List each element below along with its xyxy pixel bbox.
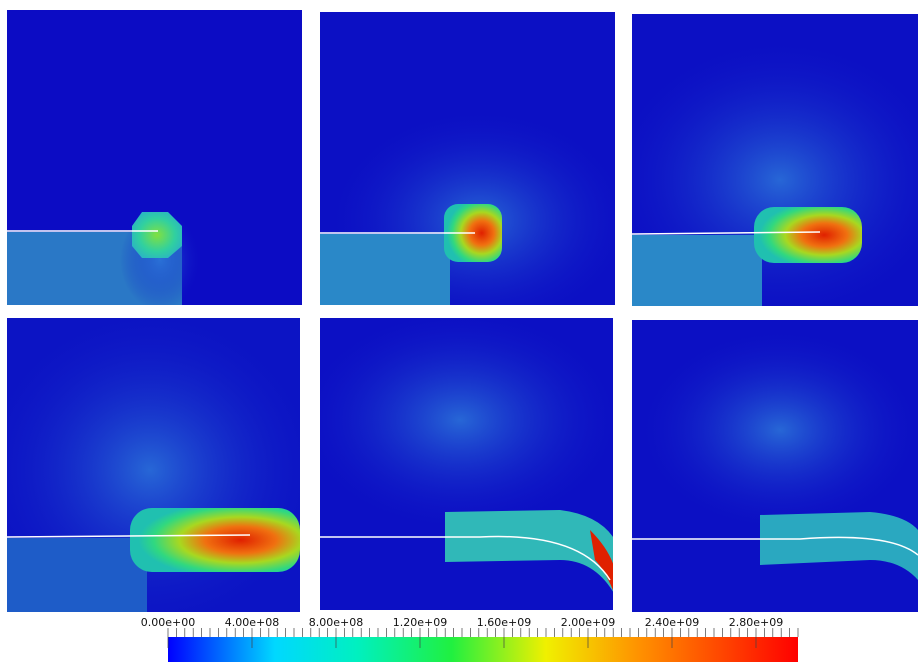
colorbar-label: 0.00e+00 — [141, 616, 195, 629]
colorbar-label: 4.00e+08 — [225, 616, 279, 629]
colorbar-label: 2.80e+09 — [729, 616, 783, 629]
colorbar-labels: 0.00e+00 4.00e+08 8.00e+08 1.20e+09 1.60e+09… — [141, 616, 783, 629]
colorbar-gradient — [168, 637, 798, 662]
colorbar-label: 1.20e+09 — [393, 616, 447, 629]
colorbar: 0.00e+00 4.00e+08 8.00e+08 1.20e+09 1.60e+09… — [141, 616, 799, 662]
panel — [320, 318, 613, 610]
panel — [7, 10, 302, 305]
colorbar-label: 2.00e+09 — [561, 616, 615, 629]
panel — [632, 320, 918, 612]
colorbar-ticks — [167, 628, 799, 648]
panel — [320, 12, 615, 305]
panel — [632, 14, 918, 306]
panel — [7, 318, 300, 612]
colorbar-label: 1.60e+09 — [477, 616, 531, 629]
colorbar-label: 2.40e+09 — [645, 616, 699, 629]
colorbar-label: 8.00e+08 — [309, 616, 363, 629]
